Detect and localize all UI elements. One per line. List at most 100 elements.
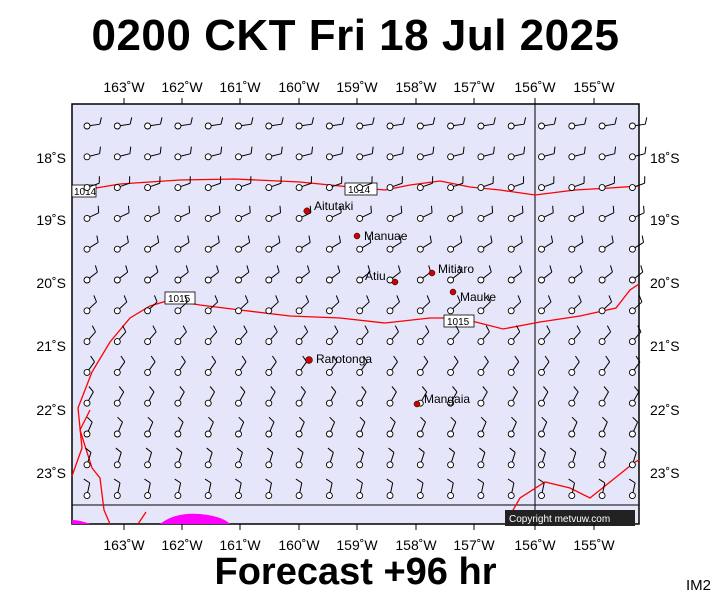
wind-barb <box>628 325 642 346</box>
wind-barb <box>447 117 466 130</box>
wind-barb <box>568 416 578 438</box>
wind-barb <box>113 447 122 469</box>
lat-label-right: 21˚S <box>650 338 680 354</box>
wind-barb <box>83 447 92 469</box>
wind-barb <box>144 146 162 161</box>
wind-barb <box>386 355 398 376</box>
wind-barb <box>628 117 648 130</box>
wind-barb <box>174 295 188 315</box>
lat-label-left: 18˚S <box>36 150 66 166</box>
lat-label-right: 22˚S <box>650 402 680 418</box>
wind-barb <box>416 447 425 469</box>
wind-barb <box>538 478 545 500</box>
forecast-title: 0200 CKT Fri 18 Jul 2025 <box>91 11 620 60</box>
isobar-1015 <box>71 283 640 477</box>
land-patch <box>72 520 90 524</box>
wind-barb <box>235 117 254 130</box>
wind-barb <box>507 176 525 192</box>
lon-label-top: 163˚W <box>103 79 145 95</box>
wind-barb <box>325 325 339 346</box>
wind-barb <box>83 117 102 130</box>
wind-barb <box>295 176 312 192</box>
wind-barb <box>265 265 280 284</box>
svg-text:1015: 1015 <box>168 294 191 305</box>
wind-barb <box>386 235 402 253</box>
wind-barb <box>204 447 213 469</box>
svg-text:1015: 1015 <box>447 317 470 328</box>
wind-barb <box>507 146 526 161</box>
svg-text:Copyright metvuw.com: Copyright metvuw.com <box>509 514 610 525</box>
wind-barb <box>295 265 310 284</box>
wind-barb <box>356 355 368 376</box>
wind-barb <box>235 386 246 407</box>
wind-barb <box>447 386 458 407</box>
lon-label-top: 156˚W <box>514 79 556 95</box>
lat-label-right: 20˚S <box>650 275 680 291</box>
wind-barb <box>447 146 465 161</box>
wind-barb <box>235 355 247 376</box>
isobar-south <box>79 409 111 525</box>
lon-label-bottom: 155˚W <box>573 537 615 553</box>
wind-barb <box>235 478 242 500</box>
isobar-1014 <box>71 178 640 196</box>
wind-barb <box>447 176 464 192</box>
wind-barb <box>628 386 640 407</box>
wind-barb <box>83 295 97 315</box>
lon-label-bottom: 158˚W <box>395 537 437 553</box>
lat-label-right: 18˚S <box>650 150 680 166</box>
wind-barb <box>144 325 157 346</box>
lon-label-top: 161˚W <box>219 79 261 95</box>
wind-barb <box>144 386 155 407</box>
wind-barb <box>477 146 495 161</box>
wind-barb <box>416 235 432 253</box>
wind-barb <box>265 355 277 376</box>
wind-barb <box>477 205 494 222</box>
forecast-footer: Forecast +96 hr <box>214 551 497 593</box>
wind-barb <box>447 325 460 346</box>
wind-barb <box>113 478 121 500</box>
wind-barb <box>598 205 615 222</box>
wind-barb <box>598 325 612 346</box>
wind-barb <box>113 355 126 376</box>
wind-barb <box>325 235 341 253</box>
wind-barb <box>507 205 524 222</box>
wind-barb <box>628 447 637 469</box>
wind-barb <box>83 478 91 500</box>
wind-barb <box>295 117 315 130</box>
wind-barb <box>265 146 283 161</box>
wind-barb <box>386 176 403 192</box>
wind-barb <box>628 416 639 438</box>
wind-barb <box>174 205 191 222</box>
wind-barb <box>83 146 101 161</box>
lon-label-bottom: 161˚W <box>219 537 261 553</box>
wind-barb <box>144 447 153 469</box>
wind-barb <box>295 416 305 438</box>
wind-barb <box>204 355 217 376</box>
wind-barb <box>325 478 333 500</box>
wind-barb <box>447 235 463 253</box>
wind-barb <box>235 447 243 469</box>
wind-barb <box>538 117 557 130</box>
wind-barb <box>295 235 311 253</box>
wind-barbs <box>83 117 648 500</box>
wind-barb <box>447 478 455 500</box>
wind-barb <box>265 235 281 253</box>
wind-barb <box>174 235 190 253</box>
wind-barb <box>477 386 488 407</box>
wind-barb <box>144 265 159 284</box>
wind-barb <box>113 295 128 315</box>
wind-barb <box>235 325 248 346</box>
wind-barb <box>538 235 554 253</box>
wind-barb <box>144 416 154 438</box>
wind-barb <box>538 416 548 438</box>
place-mangaia: Mangaia <box>413 392 470 408</box>
wind-barb <box>507 295 522 315</box>
wind-barb <box>447 265 462 284</box>
wind-barb <box>386 478 394 500</box>
wind-barb <box>598 146 617 161</box>
wind-barb <box>356 205 372 222</box>
svg-text:Atiu: Atiu <box>365 269 386 283</box>
wind-barb <box>325 355 338 376</box>
wind-barb <box>447 416 457 438</box>
wind-barb <box>416 416 426 438</box>
